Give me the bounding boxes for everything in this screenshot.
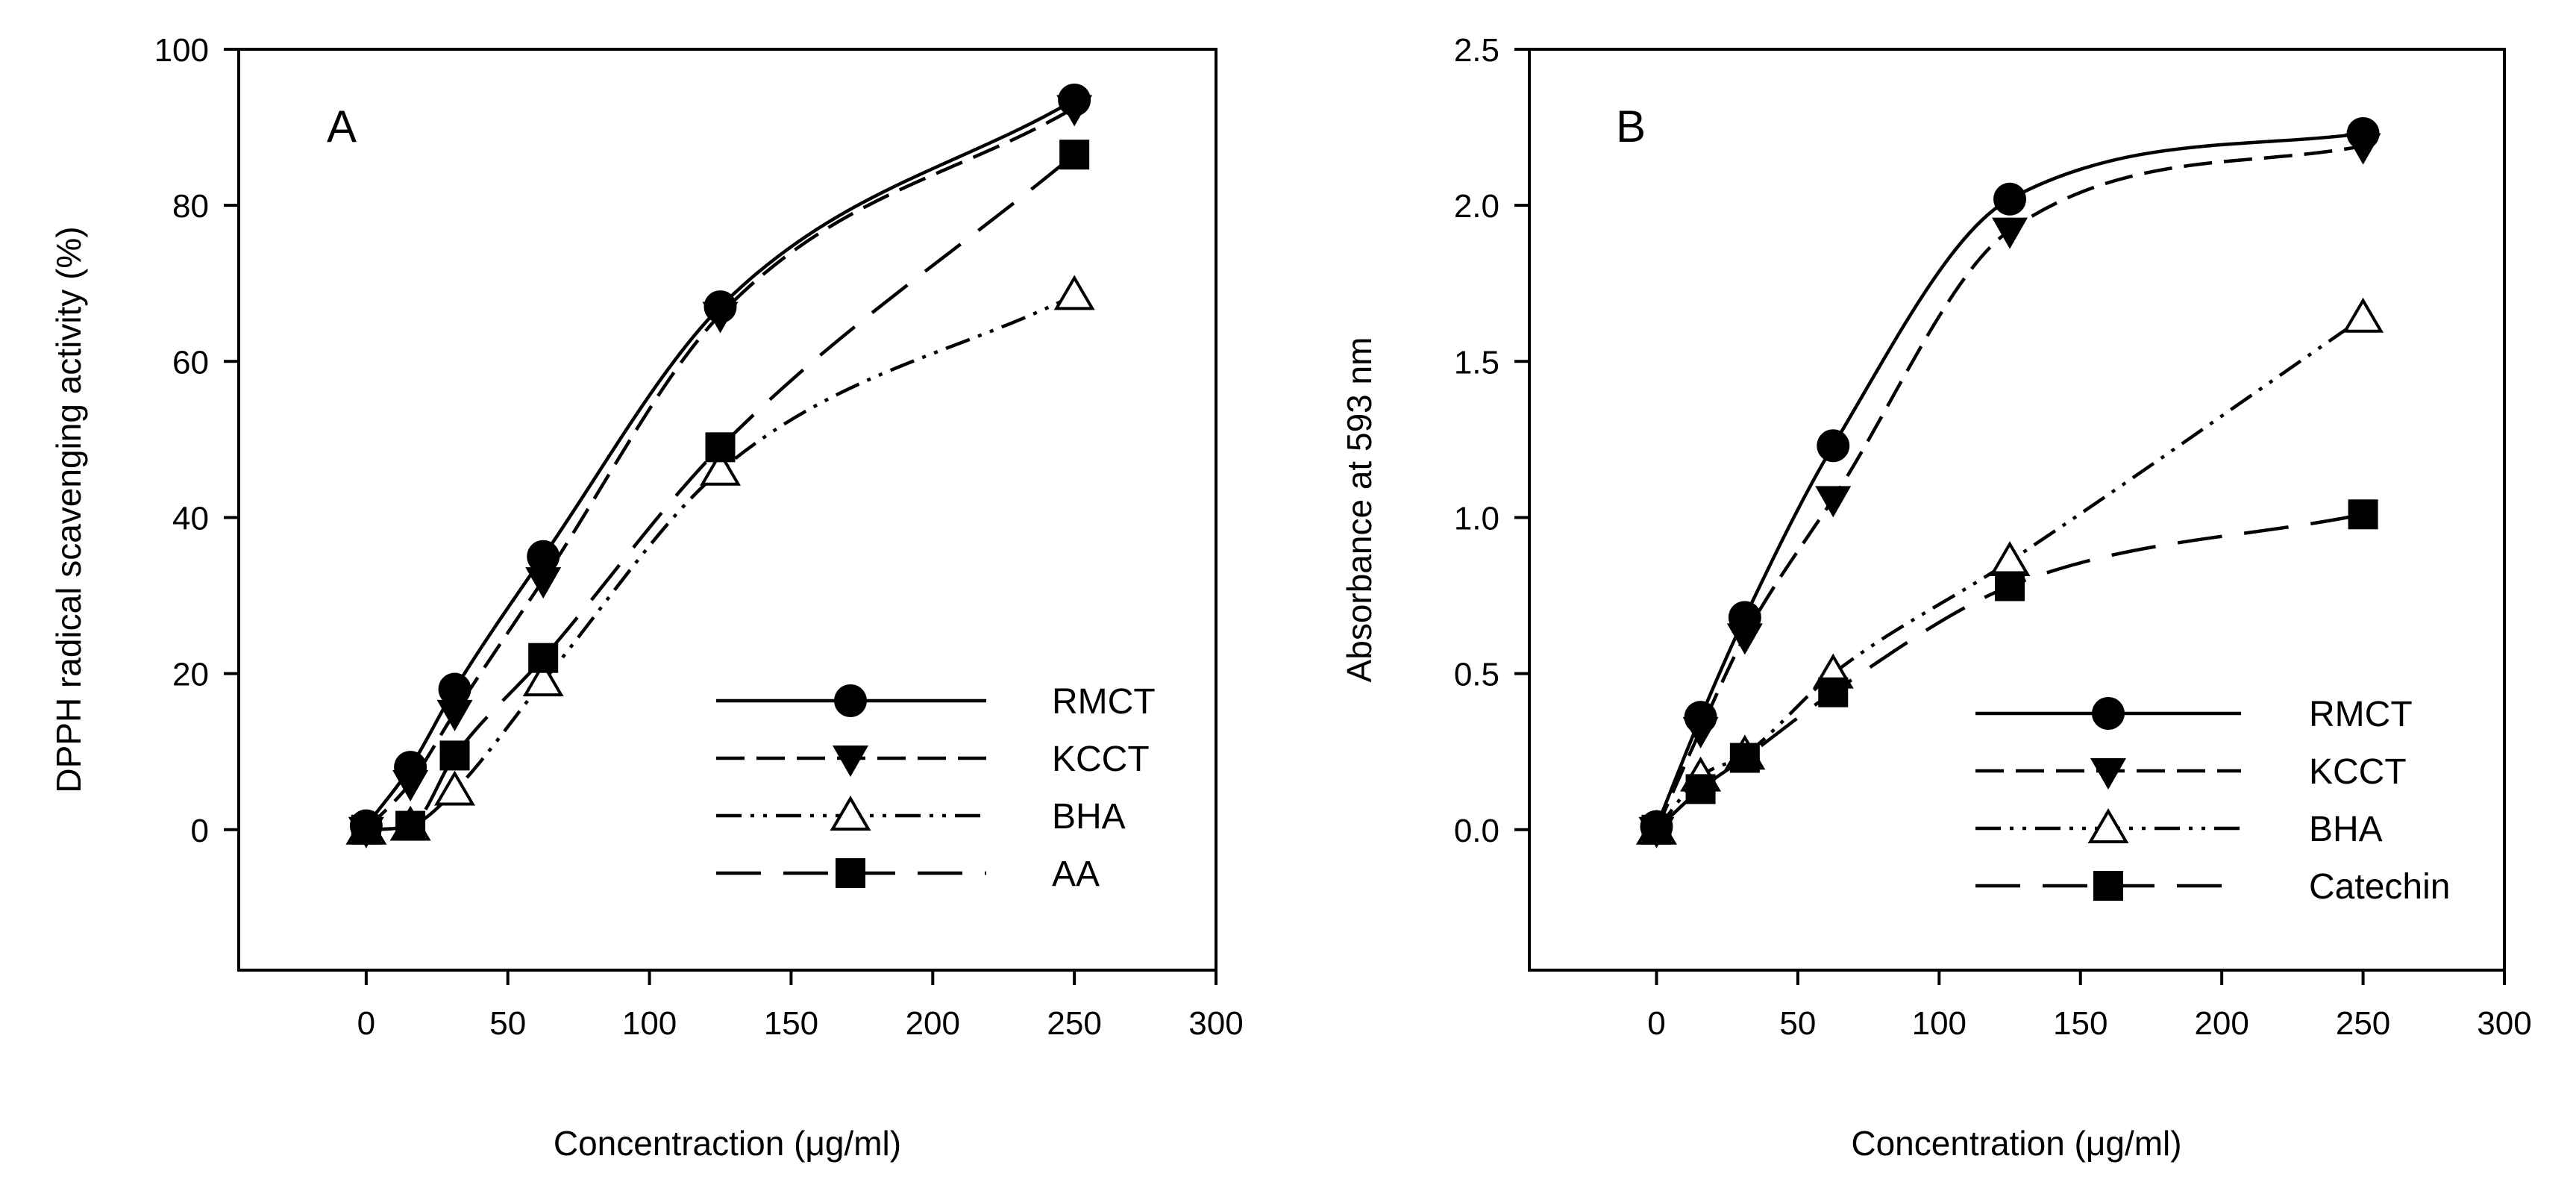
y-tick-label: 60 [172, 344, 209, 381]
data-point-rmct [1817, 429, 1850, 463]
x-tick-label: 300 [1188, 1005, 1243, 1042]
series-line-aa [366, 153, 1076, 832]
x-tick-label: 250 [1047, 1005, 1101, 1042]
data-point-kcct [1992, 217, 2028, 249]
legend-label-kcct: KCCT [1052, 740, 1150, 779]
y-tick-label: 2.0 [1454, 188, 1499, 225]
y-tick-label: 100 [154, 32, 209, 69]
legend-marker-bha [830, 796, 871, 831]
x-tick-label: 0 [1647, 1005, 1665, 1042]
y-tick-label: 1.5 [1454, 344, 1499, 381]
x-tick-label: 300 [2477, 1005, 2531, 1042]
data-point-kcct [1682, 716, 1719, 748]
legend-label-bha: BHA [2309, 810, 2383, 849]
data-point-aa [1059, 140, 1090, 170]
data-point-aa [395, 810, 426, 841]
legend-marker-rmct [2092, 697, 2125, 730]
data-point-kcct [1056, 95, 1093, 127]
legend-label-bha: BHA [1052, 797, 1126, 837]
legend-marker-aa [836, 858, 865, 888]
data-point-catechin [1995, 571, 2025, 601]
data-point-bha [1989, 541, 2031, 577]
data-point-aa [439, 740, 470, 771]
x-tick-label: 150 [2053, 1005, 2108, 1042]
x-tick-label: 200 [906, 1005, 960, 1042]
series-line-kcct [365, 106, 1076, 831]
legend-marker-bha [2087, 808, 2129, 843]
data-point-bha [700, 450, 741, 486]
data-point-aa [528, 643, 559, 673]
data-point-catechin [1729, 743, 1760, 773]
legend-label-rmct: RMCT [1052, 682, 1156, 722]
y-tick-label: 2.5 [1454, 32, 1499, 69]
x-tick-label: 200 [2194, 1005, 2248, 1042]
x-axis-label: Concentraction (μg/ml) [554, 1124, 901, 1163]
data-point-kcct [392, 770, 429, 802]
panel-letter: B [1616, 101, 1646, 151]
data-point-bha [522, 661, 564, 697]
legend-label-kcct: KCCT [2309, 752, 2407, 792]
y-axis-label: Absorbance at 593 nm [1340, 337, 1379, 683]
x-tick-label: 100 [1912, 1005, 1967, 1042]
data-point-kcct [1815, 486, 1852, 518]
legend-marker-kcct [833, 746, 868, 777]
data-point-catechin [2348, 499, 2378, 530]
legend: RMCT KCCT BHA AA [716, 682, 1156, 894]
y-axis-label: DPPH radical scavenging activity (%) [49, 226, 88, 793]
data-point-kcct [2345, 133, 2381, 165]
y-tick-label: 0 [191, 813, 209, 849]
data-point-kcct [702, 301, 739, 334]
data-point-kcct [436, 699, 473, 731]
panel-letter: A [327, 101, 357, 151]
data-point-kcct [525, 567, 562, 599]
legend-label-aa: AA [1052, 854, 1100, 894]
data-point-aa [351, 814, 381, 845]
data-point-catechin [1685, 774, 1716, 804]
panel-b: 0 50 100 150 200 250 300 0.0 0.5 1.0 1.5 2.0 2.5 B Con… [1340, 32, 2532, 1163]
data-point-bha [2342, 297, 2384, 333]
y-tick-label: 0.5 [1454, 657, 1499, 693]
legend-label-rmct: RMCT [2309, 695, 2413, 734]
data-point-rmct [1993, 182, 2027, 216]
legend: RMCT KCCT BHA Catechin [1975, 695, 2450, 907]
data-point-catechin [1641, 814, 1672, 845]
data-point-catechin [1818, 677, 1849, 707]
legend-marker-kcct [2090, 758, 2126, 790]
plot-frame [1528, 48, 2506, 972]
y-tick-label: 40 [172, 500, 209, 537]
data-point-bha [434, 770, 476, 806]
plot-frame [237, 48, 1218, 972]
legend-marker-rmct [834, 684, 867, 717]
x-tick-label: 50 [1779, 1005, 1816, 1042]
series-line-rmct [365, 99, 1076, 827]
data-point-kcct [1726, 623, 1763, 655]
panel-a: 0 50 100 150 200 250 300 0 20 40 60 80 100 A Concentra… [49, 32, 1244, 1163]
data-point-rmct [438, 672, 471, 706]
x-tick-label: 0 [357, 1005, 375, 1042]
series-line-bha [366, 293, 1076, 832]
x-tick-label: 250 [2336, 1005, 2390, 1042]
data-point-aa [705, 432, 736, 463]
data-point-rmct [527, 540, 560, 573]
y-tick-label: 80 [172, 188, 209, 225]
legend-label-catechin: Catechin [2309, 867, 2450, 907]
y-tick-label: 20 [172, 657, 209, 693]
x-tick-label: 100 [622, 1005, 677, 1042]
x-tick-label: 150 [764, 1005, 818, 1042]
data-point-bha [1053, 275, 1095, 310]
legend-marker-catechin [2093, 871, 2123, 901]
x-tick-label: 50 [489, 1005, 526, 1042]
y-tick-label: 1.0 [1454, 500, 1499, 537]
x-axis-label: Concentration (μg/ml) [1851, 1124, 2181, 1163]
y-tick-label: 0.0 [1454, 813, 1499, 849]
